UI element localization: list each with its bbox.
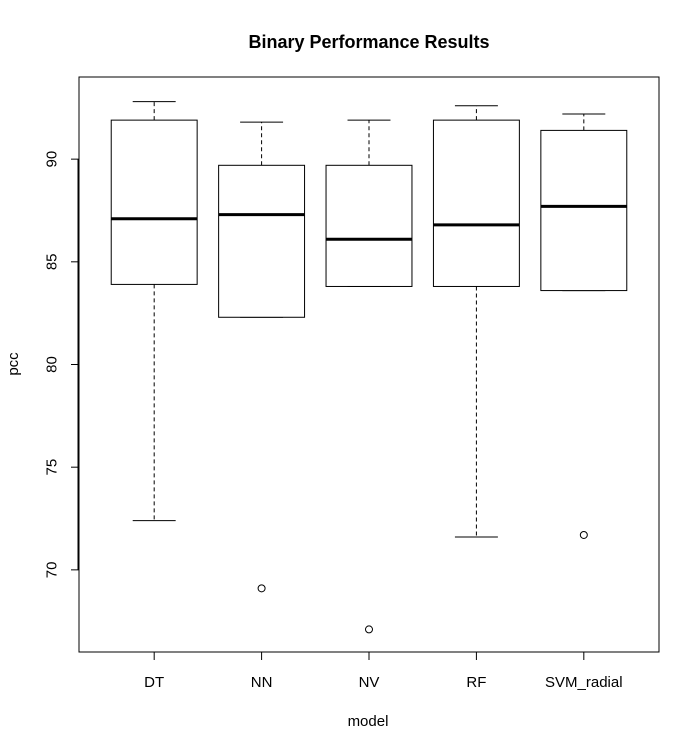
y-tick-label: 80 [44, 356, 61, 373]
box-nn [218, 121, 306, 593]
y-axis-label: pcc [5, 352, 22, 376]
y-tick-label: 75 [44, 459, 61, 476]
y-tick-label: 70 [44, 562, 61, 579]
x-tick-label: SVM_radial [545, 674, 623, 691]
outlier-point [257, 584, 266, 593]
iqr-box [325, 164, 413, 287]
y-axis: 70 75 80 85 90 [44, 151, 79, 579]
x-axis-label: model [348, 713, 389, 730]
x-tick-label: NV [359, 674, 380, 691]
iqr-box [540, 129, 628, 292]
iqr-box [218, 164, 306, 318]
box-svm-radial [540, 113, 628, 539]
box-rf [432, 105, 520, 538]
x-tick-label: DT [144, 674, 164, 691]
iqr-box [432, 119, 520, 287]
y-tick-label: 85 [44, 253, 61, 270]
outlier-point [579, 530, 588, 539]
box-nv [325, 119, 413, 634]
x-axis: DT NN NV RF SVM_radial [144, 651, 623, 691]
x-tick-label: RF [466, 674, 486, 691]
boxes-group [110, 101, 628, 634]
y-tick-label: 90 [44, 151, 61, 168]
iqr-box [110, 119, 198, 285]
box-dt [110, 101, 198, 522]
chart-title: Binary Performance Results [248, 32, 489, 52]
outlier-point [365, 625, 373, 634]
x-tick-label: NN [251, 674, 273, 691]
